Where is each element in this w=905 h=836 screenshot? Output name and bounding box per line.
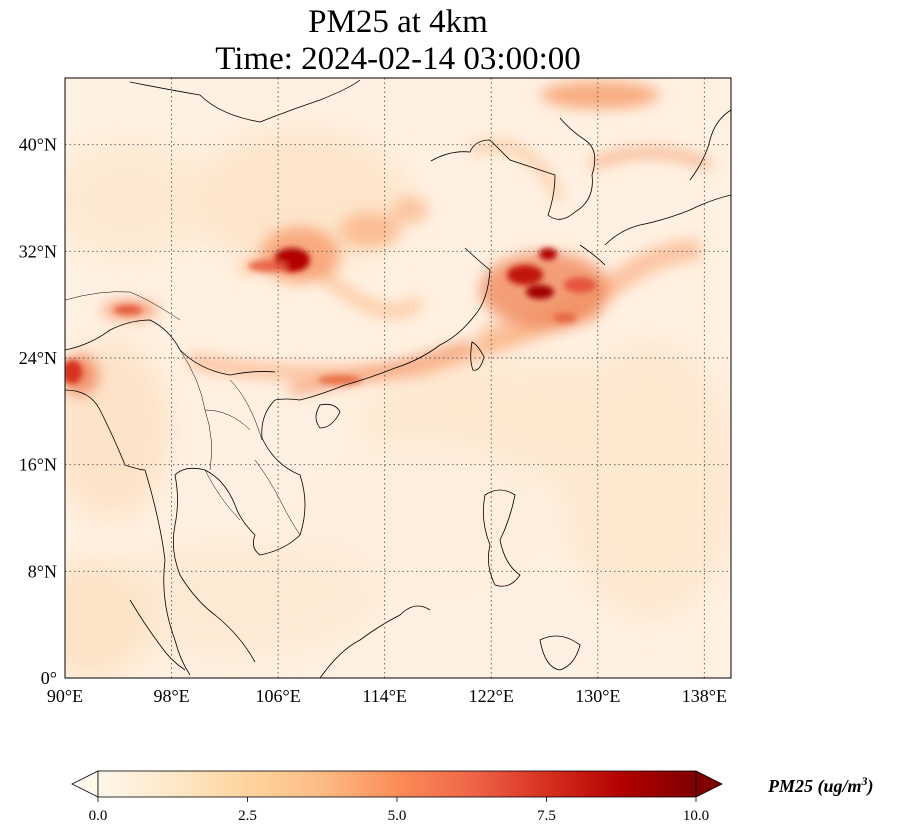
map-timestamp: Time: 2024-02-14 03:00:00 (215, 41, 581, 77)
colorbar-tick-label: 2.5 (238, 808, 257, 824)
colorbar-label-unit-exp: 3 (861, 774, 868, 788)
colorbar-tick-label: 0.0 (89, 808, 108, 824)
colorbar-max-extend (695, 770, 723, 798)
colorbar-tick-label: 10.0 (683, 808, 709, 824)
colorbar-label-var: PM25 (768, 776, 813, 796)
colorbar-label: PM25 (ug/m3) (768, 774, 874, 797)
colorbar-label-unit-close: ) (867, 776, 874, 796)
colorbar-label-unit-open: (ug/m (817, 776, 862, 796)
lon-tick-label: 106°E (256, 686, 301, 706)
latitude-labels: 0° 8°N 16°N 24°N 32°N 40°N (19, 135, 57, 688)
colorbar-gradient (97, 770, 697, 798)
lon-tick-label: 114°E (362, 686, 407, 706)
longitude-labels: 90°E 98°E 106°E 114°E 122°E 130°E 138°E (47, 686, 727, 706)
coastlines (65, 79, 731, 678)
colorbar-tick-label: 5.0 (388, 808, 407, 824)
lat-tick-label: 0° (41, 668, 57, 688)
pm25-field (65, 78, 731, 678)
lat-tick-label: 16°N (19, 455, 57, 475)
colorbar-tick-label: 7.5 (537, 808, 556, 824)
lon-tick-label: 138°E (682, 686, 727, 706)
colorbar: 0.0 2.5 5.0 7.5 10.0 (71, 770, 723, 824)
lat-tick-label: 32°N (19, 241, 57, 261)
lon-tick-label: 90°E (47, 686, 83, 706)
colorbar-min-extend (71, 770, 99, 798)
lon-tick-label: 130°E (575, 686, 620, 706)
lat-tick-label: 40°N (19, 135, 57, 155)
lat-tick-label: 8°N (28, 561, 57, 581)
lon-tick-label: 122°E (469, 686, 514, 706)
map-frame (64, 77, 732, 679)
colorbar-ticks: 0.0 2.5 5.0 7.5 10.0 (89, 797, 709, 824)
map-title: PM25 at 4km (308, 4, 488, 40)
lat-tick-label: 24°N (19, 348, 57, 368)
lon-tick-label: 98°E (153, 686, 189, 706)
country-borders (65, 291, 301, 536)
